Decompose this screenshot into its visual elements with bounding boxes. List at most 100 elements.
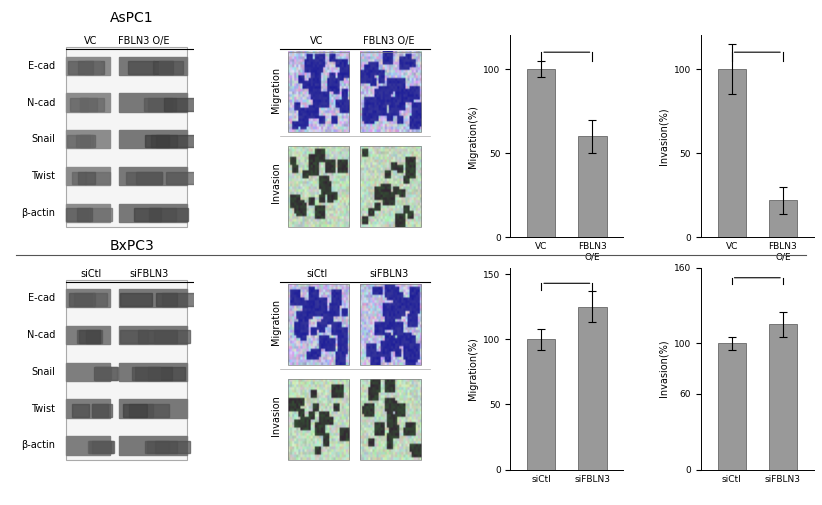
- Y-axis label: Invasion(%): Invasion(%): [658, 108, 668, 165]
- Bar: [288, 146, 349, 227]
- Bar: [119, 436, 187, 454]
- Text: E-cad: E-cad: [28, 293, 55, 303]
- Bar: [579, 136, 607, 237]
- Bar: [67, 135, 93, 147]
- Bar: [159, 61, 183, 74]
- Bar: [148, 404, 169, 417]
- Text: siFBLN3: siFBLN3: [370, 269, 409, 279]
- Bar: [153, 61, 173, 74]
- Bar: [95, 367, 111, 380]
- Text: siCtl: siCtl: [306, 269, 327, 279]
- Bar: [148, 98, 172, 111]
- Text: β-actin: β-actin: [21, 440, 55, 450]
- Bar: [66, 167, 110, 185]
- Bar: [154, 330, 190, 343]
- Bar: [119, 326, 187, 344]
- Bar: [128, 61, 155, 74]
- Text: Invasion: Invasion: [271, 395, 281, 435]
- Bar: [288, 52, 349, 132]
- Text: E-cad: E-cad: [28, 61, 55, 71]
- Bar: [92, 441, 112, 453]
- Bar: [119, 57, 187, 75]
- Bar: [77, 209, 92, 221]
- Bar: [138, 330, 177, 343]
- Bar: [119, 93, 187, 112]
- Text: Migration: Migration: [271, 67, 281, 113]
- Bar: [579, 307, 607, 470]
- Bar: [126, 172, 163, 184]
- Bar: [92, 404, 113, 417]
- Bar: [360, 379, 422, 460]
- Bar: [122, 404, 147, 417]
- Bar: [71, 98, 88, 111]
- Bar: [360, 52, 422, 132]
- Text: FBLN3 O/E: FBLN3 O/E: [118, 36, 170, 46]
- Bar: [527, 69, 556, 237]
- Bar: [166, 172, 201, 184]
- Bar: [89, 441, 114, 453]
- Bar: [150, 209, 187, 221]
- Text: Twist: Twist: [31, 171, 55, 181]
- Bar: [147, 441, 169, 453]
- Bar: [119, 399, 187, 418]
- Bar: [129, 404, 153, 417]
- Bar: [66, 399, 110, 418]
- Text: VC: VC: [310, 36, 323, 46]
- Text: siCtl: siCtl: [81, 269, 102, 279]
- Bar: [67, 209, 90, 221]
- Bar: [93, 293, 107, 306]
- Text: siFBLN3: siFBLN3: [130, 269, 169, 279]
- Text: N-cad: N-cad: [27, 330, 55, 340]
- Bar: [68, 61, 93, 74]
- Text: Twist: Twist: [31, 403, 55, 414]
- Text: AsPC1: AsPC1: [109, 11, 154, 25]
- Bar: [119, 363, 187, 381]
- Bar: [66, 326, 110, 344]
- Text: Snail: Snail: [31, 134, 55, 144]
- Text: N-cad: N-cad: [27, 97, 55, 108]
- Text: FBLN3 O/E: FBLN3 O/E: [363, 36, 415, 46]
- Bar: [80, 98, 97, 111]
- Bar: [156, 135, 195, 147]
- Bar: [527, 339, 556, 470]
- Bar: [119, 289, 187, 307]
- Bar: [85, 172, 110, 184]
- Bar: [134, 209, 161, 221]
- Bar: [95, 367, 118, 380]
- Bar: [81, 98, 104, 111]
- Bar: [78, 172, 95, 184]
- Bar: [136, 172, 162, 184]
- Bar: [66, 93, 110, 112]
- Bar: [360, 146, 422, 227]
- Y-axis label: Invasion(%): Invasion(%): [658, 340, 668, 397]
- Bar: [164, 98, 204, 111]
- Bar: [150, 135, 177, 147]
- Bar: [77, 330, 102, 343]
- Bar: [145, 441, 177, 453]
- Bar: [119, 167, 187, 185]
- Bar: [86, 330, 99, 343]
- Bar: [72, 172, 86, 184]
- Bar: [149, 209, 176, 221]
- Bar: [145, 135, 169, 147]
- Bar: [769, 200, 797, 237]
- Bar: [72, 404, 89, 417]
- Bar: [155, 441, 190, 453]
- Bar: [92, 404, 109, 417]
- Text: VC: VC: [85, 36, 98, 46]
- Bar: [66, 57, 110, 75]
- Bar: [288, 284, 349, 365]
- Bar: [95, 367, 118, 380]
- Y-axis label: Migration(%): Migration(%): [468, 337, 478, 400]
- Bar: [155, 293, 177, 306]
- Bar: [85, 61, 100, 74]
- Text: BxPC3: BxPC3: [109, 238, 154, 252]
- FancyBboxPatch shape: [66, 280, 187, 460]
- Y-axis label: Migration(%): Migration(%): [468, 105, 478, 168]
- Bar: [135, 367, 172, 380]
- Bar: [80, 135, 95, 147]
- Bar: [132, 367, 160, 380]
- Text: Snail: Snail: [31, 367, 55, 377]
- Bar: [66, 130, 110, 148]
- Bar: [144, 98, 176, 111]
